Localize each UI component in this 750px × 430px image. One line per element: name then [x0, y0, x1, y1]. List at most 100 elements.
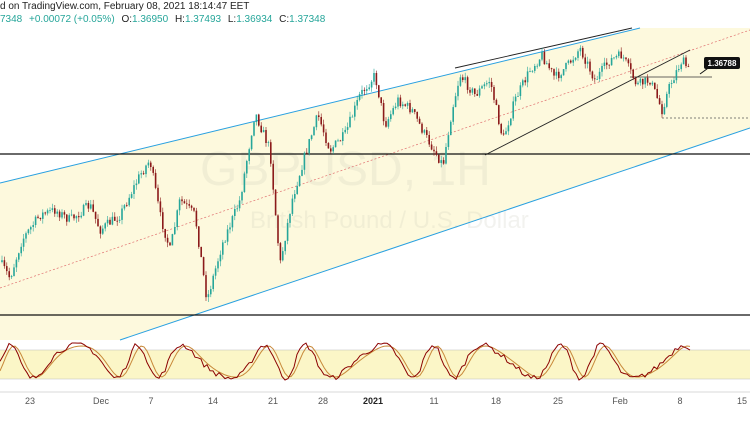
channel-lower-line[interactable] [119, 127, 750, 341]
candle-body [315, 115, 318, 128]
candle-body [483, 84, 486, 87]
x-tick-label: 28 [318, 396, 328, 406]
candle-body [147, 162, 150, 166]
candle-body [567, 60, 570, 63]
candle-body [500, 124, 502, 134]
candle-body [332, 147, 334, 152]
candle-body [445, 147, 447, 164]
candle-body [330, 148, 332, 152]
candle-body [546, 63, 548, 65]
candle-body [217, 261, 219, 269]
candle-body [346, 127, 349, 130]
candle-body [541, 51, 543, 60]
candle-body [181, 199, 183, 202]
candle-body [387, 119, 390, 127]
candle-body [339, 140, 342, 142]
candle-body [15, 259, 18, 268]
x-tick-label: 14 [208, 396, 218, 406]
candle-body [553, 69, 555, 76]
candle-body [234, 209, 236, 216]
candle-body [682, 57, 685, 65]
candle-body [8, 271, 10, 278]
stochastic-k-line [0, 342, 691, 381]
candle-body [291, 198, 294, 214]
candle-body [351, 116, 354, 118]
candle-body [310, 135, 313, 140]
candle-body [464, 77, 466, 81]
candle-body [529, 71, 531, 72]
candle-body [126, 205, 128, 206]
x-tick-label: 18 [491, 396, 501, 406]
x-tick-label: 15 [737, 396, 747, 406]
candle-body [85, 203, 87, 205]
candle-body [474, 88, 476, 94]
price-marker-box[interactable] [704, 57, 740, 69]
candle-body [510, 118, 512, 126]
candle-body [663, 106, 666, 115]
candle-body [555, 71, 558, 76]
candle-body [6, 266, 8, 272]
candle-body [642, 78, 644, 85]
candle-body [243, 173, 246, 192]
candle-body [97, 218, 99, 227]
candle-body [380, 97, 382, 103]
candle-body [550, 68, 553, 70]
x-tick-label: 7 [148, 396, 153, 406]
candle-body [116, 220, 118, 222]
candle-body [102, 228, 104, 234]
candle-body [104, 223, 106, 229]
candle-body [207, 294, 210, 298]
wedge-upper-line[interactable] [454, 27, 633, 69]
candle-body [294, 194, 296, 199]
candle-body [358, 94, 361, 100]
candle-body [118, 219, 121, 221]
candle-body [301, 169, 303, 176]
candle-body [87, 203, 90, 209]
candle-body [274, 189, 277, 216]
channel-upper-line[interactable] [0, 27, 641, 184]
stochastic-d-line [0, 345, 691, 378]
candle-body [25, 233, 27, 239]
candle-body [560, 75, 562, 79]
candle-body [277, 215, 279, 244]
candle-body [680, 64, 682, 70]
candle-body [678, 69, 680, 71]
candle-body [426, 130, 428, 135]
candle-body [78, 216, 80, 218]
wedge-lower-line[interactable] [484, 49, 691, 156]
candle-body [3, 260, 6, 267]
candle-body [82, 204, 85, 216]
candle-body [632, 69, 634, 78]
candle-body [447, 135, 450, 147]
candle-body [574, 57, 577, 60]
candle-body [519, 85, 522, 96]
candle-body [534, 66, 536, 71]
candle-body [106, 219, 109, 224]
candle-body [42, 212, 44, 219]
candle-body [66, 214, 68, 222]
candle-body [512, 101, 514, 119]
candle-body [538, 59, 541, 66]
candle-body [598, 71, 601, 79]
channel-midline[interactable] [0, 29, 750, 289]
candle-body [169, 242, 171, 246]
candle-body [198, 226, 200, 247]
candle-body [382, 103, 385, 122]
candle-body [565, 62, 567, 70]
candle-body [133, 185, 135, 194]
x-tick-label: 25 [553, 396, 563, 406]
candle-body [58, 211, 61, 218]
candle-body [313, 127, 315, 136]
candle-body [56, 211, 58, 214]
candle-body [498, 105, 500, 125]
candle-body [610, 58, 613, 66]
candle-body [246, 161, 248, 174]
candle-body [428, 135, 430, 145]
candle-body [469, 89, 471, 93]
candle-body [308, 139, 310, 154]
candle-body [589, 61, 591, 72]
candle-body [145, 165, 147, 175]
candle-body [630, 63, 632, 70]
candle-body [109, 219, 111, 225]
